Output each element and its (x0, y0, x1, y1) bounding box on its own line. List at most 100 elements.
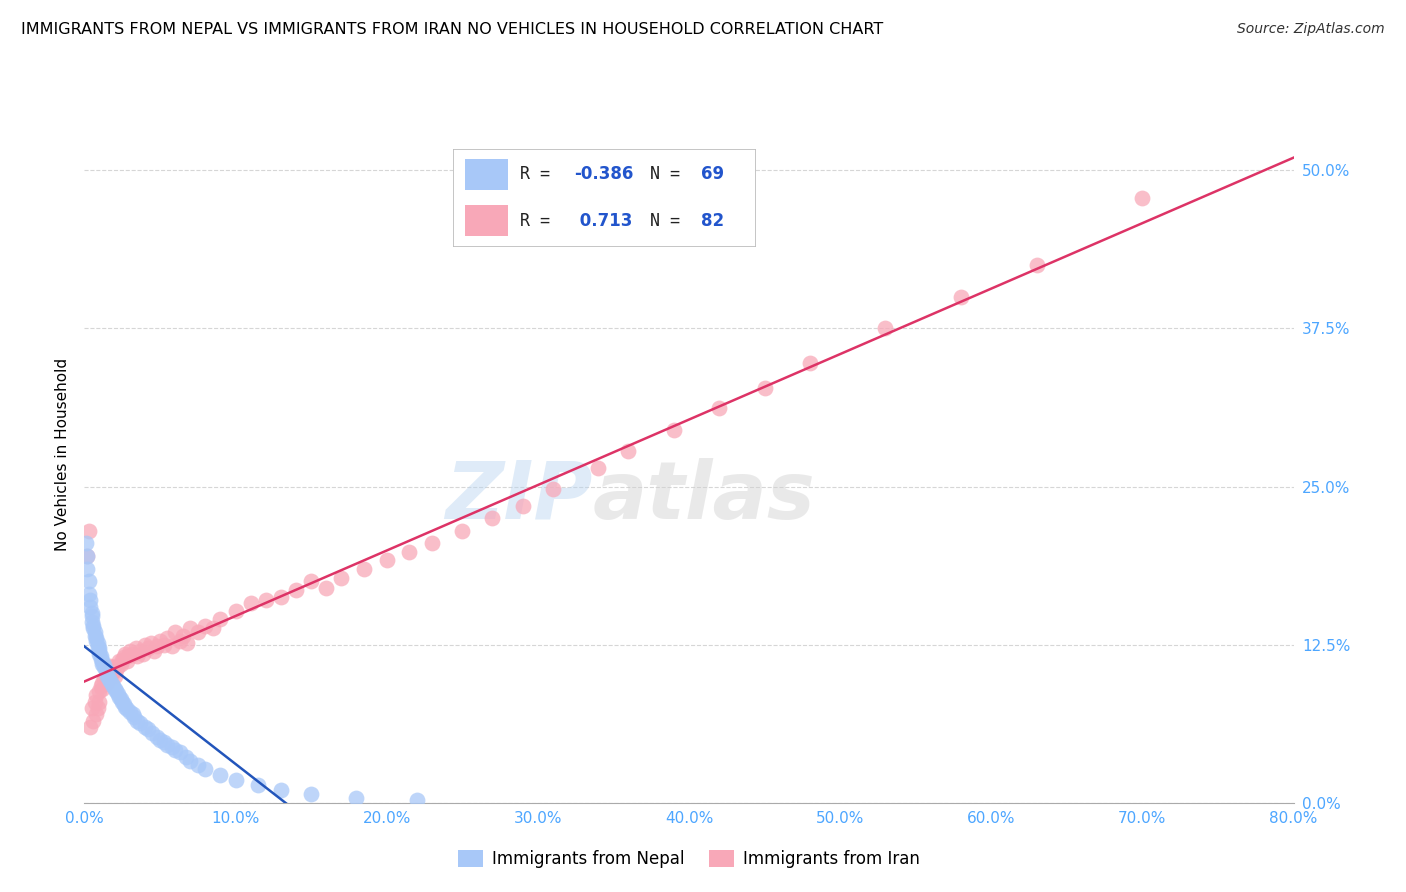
Text: IMMIGRANTS FROM NEPAL VS IMMIGRANTS FROM IRAN NO VEHICLES IN HOUSEHOLD CORRELATI: IMMIGRANTS FROM NEPAL VS IMMIGRANTS FROM… (21, 22, 883, 37)
Point (875, 321, 897, 335)
Point (121, 707, 143, 722)
Point (299, 574, 322, 589)
Point (187, 625, 209, 640)
Point (86, 688, 108, 702)
Text: ZIP: ZIP (444, 458, 592, 536)
Point (169, 745, 191, 759)
Point (398, 545, 420, 559)
Point (662, 423, 685, 437)
Point (799, 355, 821, 369)
Point (176, 636, 198, 650)
Point (284, 583, 308, 598)
Point (98, 674, 121, 689)
Point (112, 650, 135, 665)
Point (94, 669, 117, 683)
Point (91, 675, 114, 690)
Point (114, 699, 136, 714)
Point (91, 681, 114, 696)
Point (156, 632, 179, 646)
Point (406, 793, 429, 807)
Point (93, 657, 115, 672)
Point (89, 695, 111, 709)
Point (105, 684, 128, 698)
Point (709, 401, 731, 416)
Point (153, 638, 176, 652)
Point (79, 599, 101, 614)
Point (87, 701, 110, 715)
Point (481, 511, 503, 525)
Point (149, 732, 172, 747)
Text: Source: ZipAtlas.com: Source: ZipAtlas.com (1237, 22, 1385, 37)
Point (169, 633, 191, 648)
Point (172, 629, 194, 643)
Point (179, 621, 201, 635)
Point (254, 593, 277, 607)
Point (77, 574, 100, 589)
Point (179, 754, 201, 768)
Point (132, 647, 155, 661)
Point (118, 705, 141, 719)
Point (117, 648, 139, 663)
Point (76, 549, 98, 563)
Point (129, 644, 152, 658)
Point (80, 615, 103, 629)
Text: 82: 82 (702, 212, 724, 230)
Point (146, 639, 169, 653)
Point (299, 787, 322, 801)
Bar (465, 205, 508, 236)
Point (142, 644, 165, 658)
Point (97, 663, 120, 677)
Point (89, 647, 111, 661)
Point (97, 672, 120, 686)
Point (86, 707, 108, 722)
Point (512, 499, 534, 513)
Point (588, 460, 610, 475)
Point (375, 553, 398, 567)
Point (89, 684, 111, 698)
Point (125, 641, 148, 656)
Point (75, 536, 97, 550)
Point (90, 651, 112, 665)
Point (93, 672, 115, 686)
Point (93, 660, 115, 674)
Point (110, 692, 132, 706)
Point (346, 790, 368, 805)
Point (101, 680, 124, 694)
Point (100, 677, 122, 691)
Point (105, 663, 128, 677)
Point (139, 636, 162, 650)
Point (209, 768, 232, 782)
Point (950, 290, 973, 304)
Point (107, 659, 129, 673)
Point (98, 659, 121, 673)
Point (111, 695, 134, 709)
Point (160, 740, 183, 755)
Point (141, 726, 163, 740)
Point (149, 633, 172, 648)
Text: N =: N = (650, 165, 689, 183)
Point (121, 647, 143, 661)
Point (541, 482, 564, 496)
Point (77, 524, 100, 538)
Point (160, 639, 183, 653)
Point (194, 762, 217, 776)
Point (754, 381, 776, 395)
Point (134, 720, 156, 734)
Point (87, 640, 110, 655)
Point (94, 663, 117, 677)
Point (89, 644, 111, 658)
Point (136, 723, 159, 737)
Point (84, 695, 107, 709)
Point (330, 571, 353, 585)
Point (80, 606, 103, 620)
Point (187, 757, 209, 772)
Point (156, 738, 179, 752)
Point (112, 697, 135, 711)
Point (127, 714, 149, 728)
Point (225, 603, 247, 617)
Point (194, 618, 217, 632)
Point (247, 778, 270, 792)
Text: R =: R = (520, 212, 560, 230)
Point (420, 536, 443, 550)
Point (89, 641, 111, 656)
